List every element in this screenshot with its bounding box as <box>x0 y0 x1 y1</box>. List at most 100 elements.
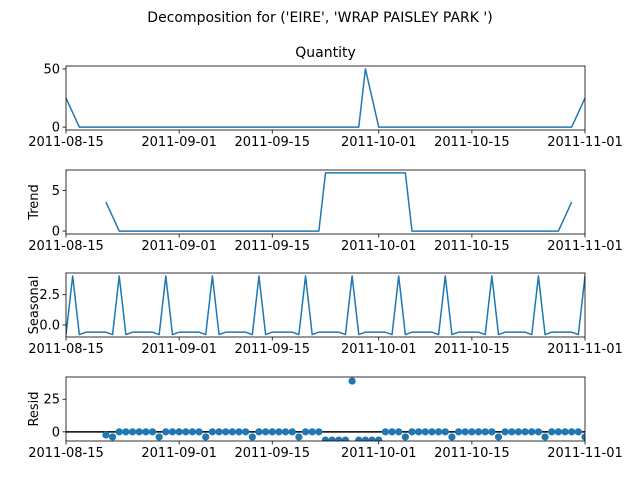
trend-x-tick-label: 2011-10-01 <box>341 239 417 254</box>
trend-series-line <box>105 172 573 232</box>
trend-y-tick-label: 5 <box>52 184 60 199</box>
resid-x-tick-label: 2011-09-15 <box>234 446 310 461</box>
quantity-x-tick-label: 2011-10-01 <box>341 135 417 150</box>
resid-point <box>195 428 203 436</box>
resid-point <box>295 433 303 441</box>
resid-point <box>155 433 163 441</box>
resid-point <box>401 433 409 441</box>
resid-point <box>488 428 496 436</box>
resid-point <box>102 431 110 439</box>
resid-point <box>315 428 323 436</box>
resid-point <box>122 428 130 436</box>
resid-x-tick-label: 2011-08-15 <box>28 446 104 461</box>
resid-point <box>208 428 216 436</box>
resid-point <box>348 377 356 385</box>
trend-y-label: Trend <box>27 184 42 221</box>
resid-point <box>468 428 476 436</box>
resid-point <box>148 428 157 436</box>
resid-point <box>481 428 489 436</box>
seasonal-x-tick-label: 2011-10-15 <box>434 342 510 357</box>
resid-point <box>248 433 256 441</box>
quantity-series-line <box>66 68 585 128</box>
resid-point <box>328 436 336 441</box>
resid-point <box>588 428 595 435</box>
resid-point <box>288 428 296 436</box>
quantity-data <box>66 68 585 128</box>
resid-point <box>142 428 150 436</box>
resid-point <box>268 428 276 436</box>
resid-x-tick-label: 2011-10-15 <box>434 446 510 461</box>
seasonal-y-tick-label: 2.5 <box>39 288 60 303</box>
resid-point <box>514 428 523 436</box>
seasonal-axes-frame <box>65 272 586 338</box>
trend-x-tick-label: 2011-09-01 <box>141 239 217 254</box>
resid-point <box>521 428 529 436</box>
resid-x-tick-label: 2011-11-01 <box>547 446 623 461</box>
resid-point <box>228 428 236 436</box>
figure-suptitle: Decomposition for ('EIRE', 'WRAP PAISLEY… <box>147 10 492 26</box>
resid-x-tick-label: 2011-09-01 <box>141 446 217 461</box>
seasonal-x-tick-label: 2011-09-01 <box>141 342 217 357</box>
resid-point <box>395 428 403 436</box>
trend-x-tick-label: 2011-08-15 <box>28 239 104 254</box>
resid-point <box>474 428 483 436</box>
resid-point <box>355 436 363 441</box>
resid-point <box>428 428 436 436</box>
resid-point <box>595 431 602 438</box>
resid-x-tick-label: 2011-10-01 <box>341 446 417 461</box>
resid-point <box>548 428 556 436</box>
resid-point <box>222 428 230 436</box>
trend-y-tick-label: 0 <box>52 225 60 240</box>
resid-point <box>188 428 197 436</box>
resid-point <box>601 431 608 438</box>
seasonal-series-line <box>66 275 585 336</box>
resid-point <box>135 428 143 436</box>
resid-point <box>448 433 456 441</box>
quantity-x-tick-label: 2011-09-15 <box>234 135 310 150</box>
resid-point <box>255 428 263 436</box>
resid-point <box>501 428 509 436</box>
resid-point <box>162 428 170 436</box>
resid-point <box>375 436 383 441</box>
trend-panel: 2011-08-15 2011-09-01 2011-09-15 2011-10-01… <box>27 169 623 254</box>
quantity-x-tick-label: 2011-08-15 <box>28 135 104 150</box>
resid-point <box>275 428 283 436</box>
resid-point <box>321 436 330 441</box>
trend-x-tick-label: 2011-11-01 <box>547 239 623 254</box>
resid-point <box>308 428 316 436</box>
quantity-x-tick-label: 2011-11-01 <box>547 135 623 150</box>
trend-x-tick-label: 2011-10-15 <box>434 239 510 254</box>
resid-point <box>435 428 443 436</box>
resid-point <box>215 428 223 436</box>
seasonal-y-tick-label: 0.0 <box>39 318 60 333</box>
resid-point <box>554 428 562 436</box>
resid-point <box>574 428 582 436</box>
resid-data <box>66 377 608 441</box>
resid-point <box>235 428 243 436</box>
seasonal-y-label: Seasonal <box>27 276 42 335</box>
resid-point <box>388 428 396 436</box>
trend-data <box>105 172 573 232</box>
quantity-panel: 2011-08-15 2011-09-01 2011-09-15 2011-10-01… <box>28 45 623 150</box>
resid-point <box>508 428 516 436</box>
resid-panel: 2011-08-15 2011-09-01 2011-09-15 2011-10-01… <box>27 376 623 461</box>
seasonal-x-tick-label: 2011-10-01 <box>341 342 417 357</box>
resid-y-tick-label: 0 <box>52 425 60 440</box>
quantity-y-tick-label: 0 <box>52 121 60 136</box>
resid-point <box>341 436 350 441</box>
resid-point <box>561 428 569 436</box>
seasonal-x-tick-label: 2011-09-15 <box>234 342 310 357</box>
quantity-title: Quantity <box>295 45 356 61</box>
resid-point <box>568 428 576 436</box>
resid-axes-frame <box>65 376 586 442</box>
resid-point <box>108 433 117 441</box>
resid-point <box>408 428 416 436</box>
resid-point <box>461 428 469 436</box>
resid-point <box>415 428 423 436</box>
resid-point <box>581 433 585 441</box>
decomposition-panels: 2011-08-15 2011-09-01 2011-09-15 2011-10-01… <box>27 45 623 461</box>
trend-axes-frame <box>65 169 586 235</box>
trend-x-tick-label: 2011-09-15 <box>234 239 310 254</box>
resid-point <box>421 428 429 436</box>
